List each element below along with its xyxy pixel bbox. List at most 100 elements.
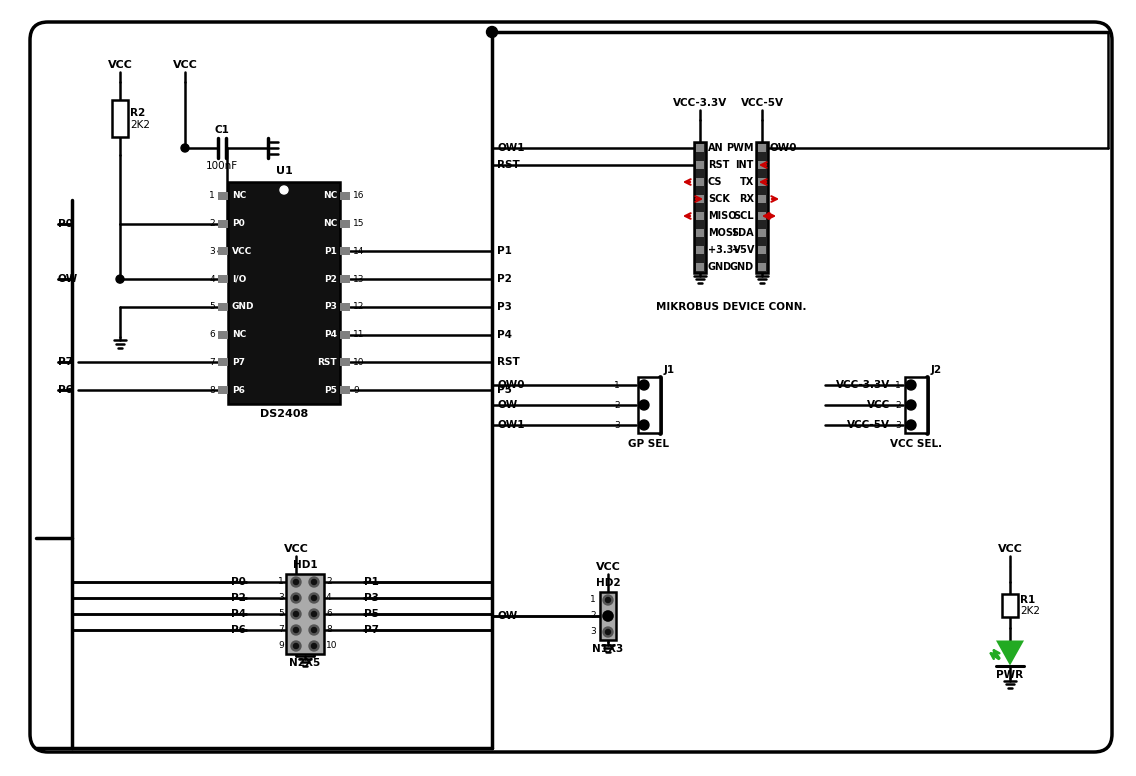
Bar [696,229,704,237]
Text: 3: 3 [895,421,901,431]
Text: GND: GND [729,262,754,272]
Bar [758,212,766,220]
Circle shape [638,420,649,430]
Circle shape [605,598,610,602]
Bar [340,359,350,366]
Text: 5: 5 [209,303,215,311]
Bar [758,229,766,237]
Circle shape [311,580,317,584]
Circle shape [291,641,301,651]
Circle shape [309,641,319,651]
Bar [694,142,705,273]
Text: R1: R1 [1020,595,1035,605]
Text: 6: 6 [209,330,215,339]
Text: VCC-3.3V: VCC-3.3V [673,98,727,108]
Circle shape [311,611,317,616]
Text: 8: 8 [209,386,215,395]
Text: 3: 3 [278,594,284,602]
Bar [218,359,228,366]
Text: 1: 1 [591,595,596,605]
Bar [696,246,704,254]
Bar [218,331,228,338]
Text: VCC: VCC [595,562,620,572]
Circle shape [291,577,301,587]
Text: NC: NC [232,192,247,200]
Text: OW: OW [498,400,517,410]
Circle shape [116,275,124,283]
Bar [758,263,766,271]
Bar [218,192,228,200]
Text: P3: P3 [498,302,512,312]
Text: GP SEL: GP SEL [628,439,669,449]
Text: 13: 13 [353,275,365,283]
Bar [696,178,704,186]
Text: VCC: VCC [867,400,889,410]
Circle shape [309,609,319,619]
Text: P3: P3 [365,593,379,603]
Text: 9: 9 [353,386,359,395]
Bar [340,303,350,311]
Text: +5V: +5V [732,245,754,255]
Circle shape [293,643,299,649]
Text: VCC SEL.: VCC SEL. [889,439,942,449]
Bar [600,592,616,640]
Text: 11: 11 [353,330,365,339]
Text: 7: 7 [209,358,215,367]
Text: GND: GND [708,262,732,272]
Text: NC: NC [323,219,337,228]
Text: SCK: SCK [708,194,729,204]
Bar [696,212,704,220]
Text: 15: 15 [353,219,365,228]
Bar [340,386,350,394]
Text: P2: P2 [231,593,245,603]
Text: VCC: VCC [232,247,252,256]
Text: P3: P3 [324,303,337,311]
Text: P5: P5 [498,385,512,395]
Text: 100nF: 100nF [206,161,239,171]
Bar [758,195,766,203]
Text: RST: RST [498,160,520,170]
Text: VCC: VCC [108,60,133,70]
Text: P1: P1 [324,247,337,256]
Circle shape [293,580,299,584]
Text: 2: 2 [326,577,332,587]
Text: RST: RST [498,358,520,367]
Circle shape [603,595,613,605]
Text: 3: 3 [615,421,620,431]
Text: 5: 5 [278,609,284,618]
Text: P2: P2 [498,274,512,284]
Text: RX: RX [740,194,754,204]
Text: P5: P5 [365,609,379,619]
Text: 2: 2 [615,401,620,411]
Text: DS2408: DS2408 [260,409,308,419]
Text: 2: 2 [591,611,596,621]
Text: PWR: PWR [996,670,1024,681]
Text: 10: 10 [353,358,365,367]
Text: N2X5: N2X5 [290,658,320,668]
Text: NC: NC [323,192,337,200]
Bar [340,220,350,227]
Text: P4: P4 [324,330,337,339]
Bar [218,275,228,283]
Text: OW: OW [498,611,517,621]
Text: P7: P7 [58,358,73,367]
Bar [1002,594,1018,616]
Bar [905,377,927,433]
Bar [340,275,350,283]
Circle shape [311,595,317,601]
Text: AN: AN [708,143,724,153]
Text: OW1: OW1 [498,143,525,153]
Text: RST: RST [708,160,729,170]
Text: RST: RST [317,358,337,367]
Text: INT: INT [736,160,754,170]
Text: 12: 12 [353,303,365,311]
Text: P5: P5 [324,386,337,395]
Text: 16: 16 [353,192,365,200]
Bar [758,161,766,169]
Bar [340,248,350,255]
Text: 9: 9 [278,642,284,650]
Circle shape [605,629,610,635]
Circle shape [293,611,299,616]
Text: MISO: MISO [708,211,736,221]
Text: CS: CS [708,177,722,187]
